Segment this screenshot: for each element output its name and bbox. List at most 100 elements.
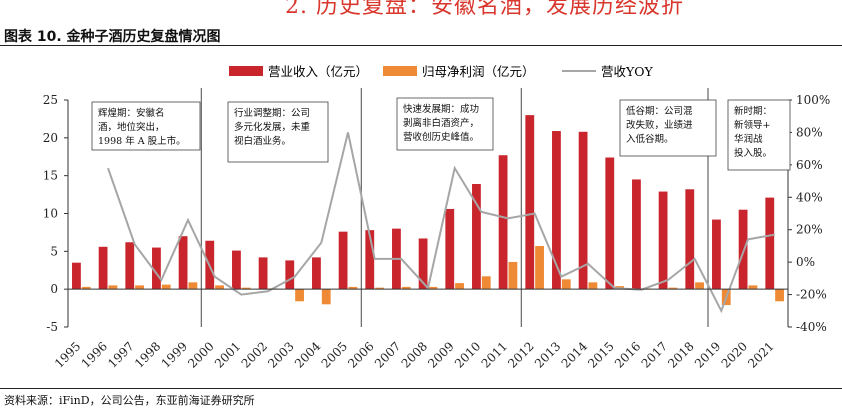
bars (72, 115, 784, 306)
profit-bar (748, 285, 758, 290)
legend-revenue-label: 营业收入（亿元） (268, 64, 368, 79)
x-tick-label: 2003 (265, 339, 296, 370)
revenue-bar (605, 157, 615, 290)
y-left-tick-label: 0 (50, 282, 58, 296)
annotation-text: 1998 年 A 股上市。 (98, 135, 186, 147)
annotation-text: 辉煌期：安徽名 (98, 107, 165, 119)
profit-bar (321, 289, 331, 305)
profit-bar (295, 289, 304, 302)
x-tick-label: 2019 (692, 339, 723, 370)
y-left-tick-label: 10 (43, 207, 58, 221)
y-right-tick-label: -20% (796, 288, 827, 302)
y-left-tick-label: 25 (43, 93, 58, 107)
y-right-tick-label: 20% (796, 223, 823, 237)
y-right-tick-label: 60% (796, 158, 823, 172)
source-note: 资料来源：iFinD，公司公告，东亚前海证券研究所 (4, 394, 255, 407)
y-right-tick-label: -40% (796, 320, 827, 334)
revenue-bar (738, 209, 748, 290)
annotation-text: 酒，地位突出， (98, 121, 165, 133)
profit-bar (348, 286, 358, 290)
x-tick-label: 2001 (212, 339, 243, 370)
x-tick-label: 2012 (505, 339, 536, 370)
revenue-bar (178, 236, 188, 290)
legend: 营业收入（亿元） 归母净利润（亿元） 营收YOY (229, 64, 653, 79)
yoy-line-path (107, 132, 775, 314)
x-tick-label: 2021 (745, 339, 776, 370)
title-rule (0, 45, 842, 46)
legend-profit-label: 归母净利润（亿元） (422, 64, 535, 79)
x-tick-label: 2004 (292, 339, 324, 371)
revenue-bar (365, 230, 375, 290)
revenue-bar (152, 247, 161, 290)
profit-bar (401, 286, 411, 290)
section-banner: 2. 历史复盘：安徽名酒，发展历经波折 (285, 0, 684, 19)
y-right-tick-label: 40% (796, 190, 823, 204)
profit-bar (135, 285, 144, 290)
x-tick-label: 2018 (665, 339, 696, 370)
x-tick-label: 2011 (479, 339, 510, 370)
x-tick-label: 2013 (532, 339, 563, 370)
revenue-profit-chart: 营业收入（亿元） 归母净利润（亿元） 营收YOY -5 0 5 10 15 20 25 -40… (43, 64, 831, 371)
annotation-text: 剥离非白酒资产， (403, 117, 479, 129)
annotations: 辉煌期：安徽名酒，地位突出， 1998 年 A 股上市。 行业调整期：公司多元化发展… (91, 97, 791, 171)
revenue-bar (552, 131, 561, 290)
revenue-bar (418, 238, 428, 290)
revenue-bar (685, 189, 695, 290)
annotation-box (91, 101, 201, 151)
x-tick-label: 2008 (399, 339, 430, 370)
profit-bar (241, 287, 251, 290)
revenue-bar (445, 208, 455, 290)
x-tick-label: 2009 (425, 339, 456, 370)
profit-bar (161, 284, 171, 290)
y-right-tick-label: 80% (796, 125, 823, 139)
profit-bar (481, 276, 491, 290)
annotation-box (727, 99, 791, 171)
y-left-tick-label: -5 (46, 320, 58, 334)
annotation-text: 视白酒业务。 (234, 135, 291, 147)
annotation-text: 入低谷期。 (626, 133, 674, 145)
revenue-bar (765, 197, 775, 290)
y-left-tick-label: 5 (50, 244, 58, 258)
profit-bar (108, 285, 118, 290)
revenue-bar (258, 257, 268, 290)
profit-bar (695, 282, 704, 290)
profit-bar (508, 261, 518, 290)
x-tick-label: 2016 (612, 339, 643, 370)
revenue-bar (525, 115, 535, 290)
annotation-text: 多元化发展，未重 (234, 121, 311, 133)
annotation-text: 行业调整期：公司 (234, 107, 310, 119)
x-tick-label: 2010 (452, 339, 483, 370)
legend-revenue-swatch (229, 66, 263, 76)
profit-bar (375, 287, 384, 290)
x-tick-label: 2007 (372, 339, 403, 370)
x-tick-label: 1996 (79, 339, 110, 370)
y-right-tick-label: 0% (796, 255, 815, 269)
revenue-bar (472, 183, 481, 290)
profit-bar (428, 286, 438, 290)
revenue-bar (285, 260, 295, 290)
profit-bar (455, 283, 464, 290)
legend-profit-swatch (383, 66, 417, 76)
x-tick-label: 2005 (319, 339, 350, 370)
profit-bar (215, 285, 224, 290)
revenue-bar (658, 191, 668, 290)
revenue-bar (72, 262, 81, 290)
legend-yoy-label: 营收YOY (601, 64, 653, 79)
y-left-tick-label: 15 (43, 169, 58, 183)
profit-bar (188, 282, 198, 290)
annotation-box (227, 101, 329, 163)
annotation-text: 改失败，业绩进 (626, 119, 693, 131)
y-right-tick-label: 100% (796, 93, 830, 107)
annotation-text: 华润战 (734, 133, 763, 145)
revenue-bar (632, 179, 641, 290)
revenue-bar (312, 257, 321, 290)
x-tick-label: 2020 (719, 339, 750, 370)
figure-title: 图表 10. 金种子酒历史复盘情况图 (4, 29, 221, 45)
profit-bar (81, 286, 91, 290)
revenue-bar (578, 131, 588, 290)
x-tick-label: 2000 (185, 339, 216, 370)
profit-bar (561, 279, 571, 290)
x-tick-label: 2002 (239, 339, 270, 370)
x-tick-label: 1999 (159, 339, 190, 370)
x-tick-label: 2014 (559, 339, 591, 371)
